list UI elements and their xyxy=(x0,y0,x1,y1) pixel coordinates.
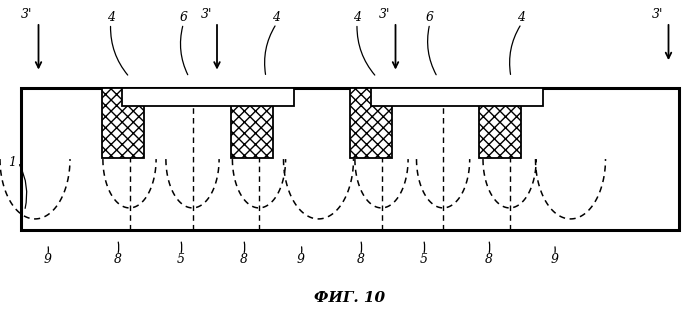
Text: 9: 9 xyxy=(43,253,52,266)
Text: 8: 8 xyxy=(356,253,365,266)
Text: 9: 9 xyxy=(297,253,305,266)
Text: 8: 8 xyxy=(239,253,248,266)
Text: 3': 3' xyxy=(201,8,212,21)
Text: 3': 3' xyxy=(21,8,32,21)
Bar xyxy=(122,88,294,106)
Text: 5: 5 xyxy=(419,253,428,266)
Bar xyxy=(371,88,542,106)
Text: 6: 6 xyxy=(179,11,188,24)
Bar xyxy=(480,88,522,158)
Bar xyxy=(231,88,273,158)
Text: 3': 3' xyxy=(652,8,664,21)
Text: 8: 8 xyxy=(113,253,122,266)
Bar xyxy=(102,88,144,158)
Text: 6: 6 xyxy=(426,11,434,24)
Text: 4: 4 xyxy=(517,11,526,24)
Text: 9: 9 xyxy=(550,253,559,266)
Text: 1: 1 xyxy=(8,156,17,169)
Text: 4: 4 xyxy=(272,11,281,24)
Text: 3': 3' xyxy=(379,8,391,21)
Text: 5: 5 xyxy=(176,253,185,266)
Polygon shape xyxy=(21,88,679,230)
Text: 4: 4 xyxy=(353,11,361,24)
Text: ФИГ. 10: ФИГ. 10 xyxy=(314,291,386,305)
Bar xyxy=(350,88,392,158)
Text: 8: 8 xyxy=(484,253,493,266)
Text: 4: 4 xyxy=(106,11,115,24)
